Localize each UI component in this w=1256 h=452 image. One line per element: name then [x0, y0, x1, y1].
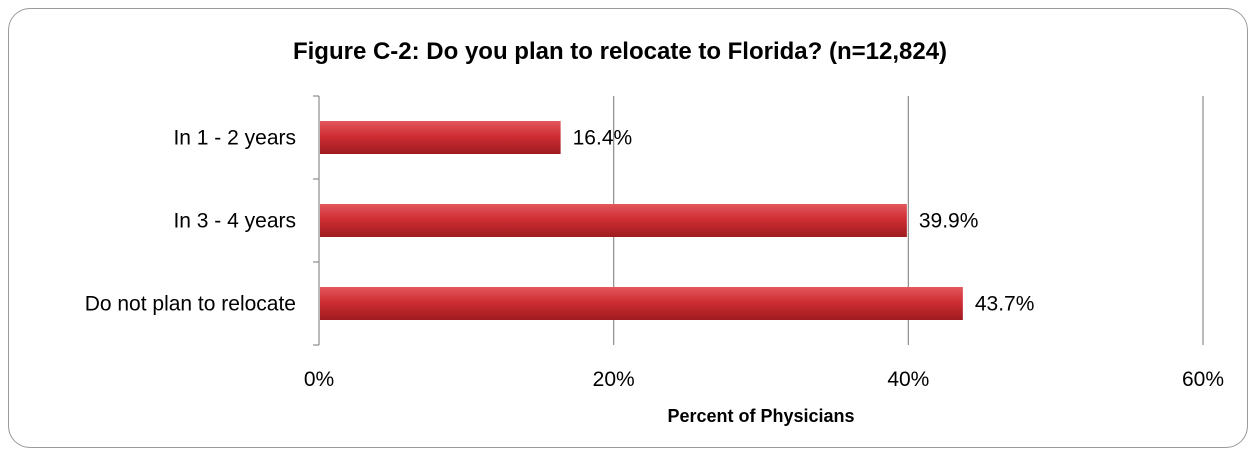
x-tick-label: 0%	[304, 368, 334, 391]
data-label: 39.9%	[919, 210, 979, 233]
x-tick-label: 20%	[593, 368, 635, 391]
data-label: 16.4%	[573, 127, 633, 150]
axes	[313, 95, 320, 346]
bar	[320, 287, 963, 320]
bar	[320, 121, 561, 154]
category-label: In 1 - 2 years	[173, 127, 296, 150]
category-label: In 3 - 4 years	[173, 210, 296, 233]
category-labels: In 1 - 2 years In 3 - 4 years Do not plan …	[85, 127, 296, 316]
x-tick-label: 60%	[1182, 368, 1224, 391]
bar	[320, 204, 907, 237]
chart-title: Figure C-2: Do you plan to relocate to F…	[293, 38, 947, 65]
data-label: 43.7%	[975, 293, 1035, 316]
x-axis-title: Percent of Physicians	[667, 406, 854, 426]
x-tick-labels: 0% 20% 40% 60%	[304, 368, 1224, 391]
data-labels: 16.4% 39.9% 43.7%	[573, 127, 1035, 316]
x-tick-label: 40%	[887, 368, 929, 391]
category-label: Do not plan to relocate	[85, 293, 296, 316]
bars	[320, 121, 963, 320]
